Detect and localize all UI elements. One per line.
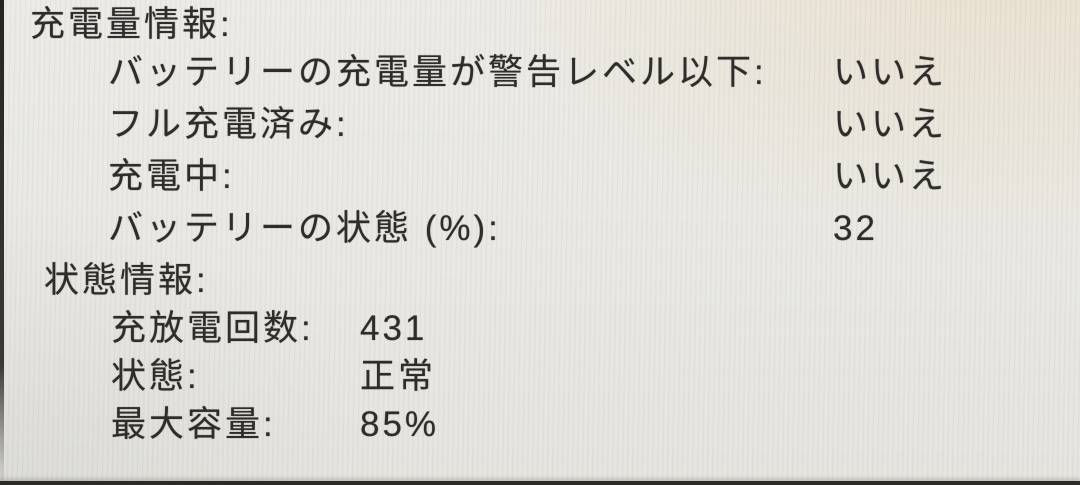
row-value: いいえ xyxy=(833,157,948,196)
row-label: バッテリーの充電量が警告レベル以下: xyxy=(108,53,767,92)
row-label: 充電中: xyxy=(108,157,235,196)
screen-bezel-bottom xyxy=(0,481,1080,485)
row-charging: 充電中: いいえ xyxy=(0,151,1080,203)
row-charge-percent: バッテリーの状態 (%): 32 xyxy=(0,203,1080,255)
row-value: 431 xyxy=(360,309,428,348)
row-value: いいえ xyxy=(833,53,948,92)
row-value: 85% xyxy=(360,405,440,444)
screen-bezel-left xyxy=(0,0,4,485)
charge-info-section-title: 充電量情報: xyxy=(30,5,233,44)
row-value: いいえ xyxy=(833,105,948,144)
row-max-capacity: 最大容量: 85% xyxy=(0,401,1080,449)
health-info-section-title: 状態情報: xyxy=(44,261,209,300)
charge-info-rows: バッテリーの充電量が警告レベル以下: いいえ フル充電済み: いいえ 充電中: … xyxy=(0,47,1080,255)
row-value: 32 xyxy=(833,209,878,248)
row-label: フル充電済み: xyxy=(108,105,349,144)
row-fully-charged: フル充電済み: いいえ xyxy=(0,99,1080,151)
row-label: 最大容量: xyxy=(111,405,276,444)
row-warning-level: バッテリーの充電量が警告レベル以下: いいえ xyxy=(0,47,1080,99)
row-cycle-count: 充放電回数: 431 xyxy=(0,305,1080,353)
row-condition: 状態: 正常 xyxy=(0,353,1080,401)
row-value: 正常 xyxy=(360,357,437,396)
row-label: 状態: xyxy=(111,357,200,396)
health-info-rows: 充放電回数: 431 状態: 正常 最大容量: 85% xyxy=(0,305,1080,449)
row-label: 充放電回数: xyxy=(111,309,314,348)
row-label: バッテリーの状態 (%): xyxy=(108,209,501,248)
